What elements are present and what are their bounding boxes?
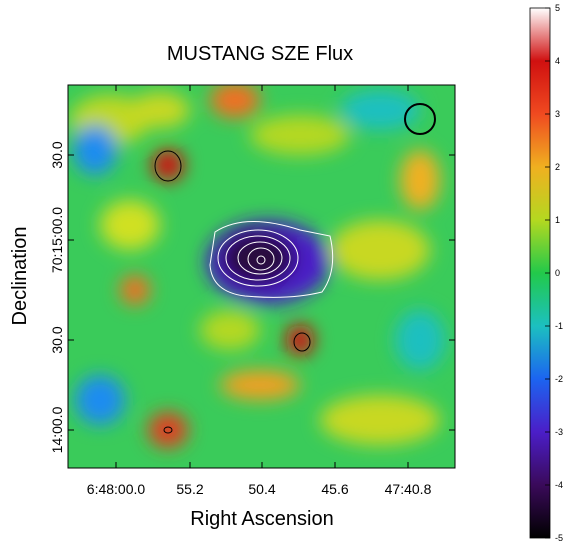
colorbar-tick-label: -4 [555, 480, 563, 490]
flux-map [68, 85, 455, 468]
y-tick-label: 14:00.0 [49, 406, 65, 453]
x-tick-label: 55.2 [176, 481, 203, 497]
y-axis-label: Declination [9, 227, 31, 326]
colorbar-tick-label: 1 [555, 215, 560, 225]
y-tick-label: 30.0 [49, 326, 65, 353]
x-tick-label: 45.6 [321, 481, 348, 497]
beam [404, 103, 436, 135]
x-tick-label: 6:48:00.0 [87, 481, 146, 497]
x-axis-label: Right Ascension [190, 508, 333, 530]
colorbar-tick-label: 0 [555, 268, 560, 278]
colorbar-tick-label: 3 [555, 109, 560, 119]
y-tick-label: 30.0 [49, 141, 65, 168]
x-tick-label: 50.4 [248, 481, 275, 497]
colorbar-tick-label: 4 [555, 56, 560, 66]
colorbar-tick-label: -2 [555, 374, 563, 384]
colorbar-tick-label: -3 [555, 427, 563, 437]
y-tick-label: 70:15:00.0 [49, 207, 65, 273]
colorbar-tick-label: 2 [555, 162, 560, 172]
colorbar-tick-label: -5 [555, 533, 563, 543]
colorbar-tick-label: 5 [555, 3, 560, 13]
colorbar-tick-label: -1 [555, 321, 563, 331]
chart-title: MUSTANG SZE Flux [167, 43, 353, 65]
x-tick-label: 47:40.8 [385, 481, 432, 497]
